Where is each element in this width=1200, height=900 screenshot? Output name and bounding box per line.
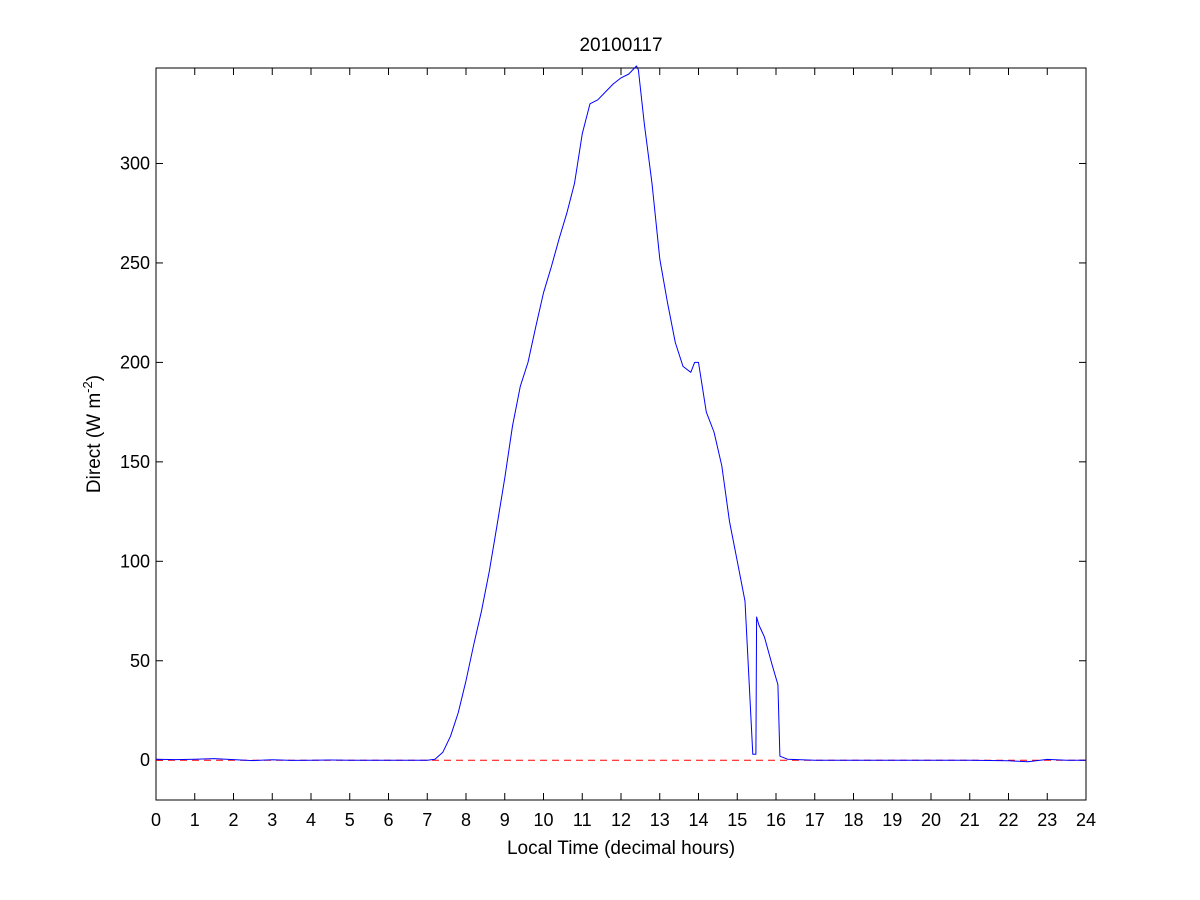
x-axis-title: Local Time (decimal hours) [507,838,735,859]
x-tick-label: 12 [611,810,631,830]
x-tick-label: 2 [228,810,238,830]
x-tick-label: 1 [190,810,200,830]
x-tick-label: 10 [533,810,553,830]
x-tick-label: 14 [688,810,708,830]
x-tick-label: 16 [766,810,786,830]
series-group [155,65,1086,763]
y-axis-title-main: Direct (W m [84,393,105,493]
y-tick-label: 300 [120,153,150,173]
x-tick-label: 18 [843,810,863,830]
y-tick-label: 200 [120,352,150,372]
series-line [155,65,1086,763]
x-tick-label: 22 [998,810,1018,830]
x-tick-label: 24 [1076,810,1096,830]
x-tick-label: 11 [573,810,592,830]
chart-title: 20100117 [579,35,662,56]
y-tick-label: 0 [140,750,150,770]
y-tick-labels: 0 50 100 150 200 250 300 [120,153,150,770]
x-tick-label: 5 [345,810,355,830]
x-tick-label: 9 [500,810,510,830]
y-axis-title: Direct (W m-2) [80,375,105,493]
x-tick-label: 7 [422,810,432,830]
x-tick-label: 20 [921,810,941,830]
x-tick-label: 21 [960,810,980,830]
y-axis-title-sup: -2 [80,381,95,393]
x-tick-label: 6 [383,810,393,830]
y-tick-label: 150 [120,452,150,472]
x-tick-label: 13 [650,810,670,830]
x-tick-label: 15 [727,810,747,830]
x-tick-label: 17 [805,810,825,830]
axis-ticks [155,68,1087,800]
x-tick-label: 8 [461,810,471,830]
x-tick-label: 19 [882,810,902,830]
y-axis-title-close: ) [84,375,105,381]
x-tick-label: 0 [151,810,161,830]
y-tick-label: 100 [120,551,150,571]
y-tick-label: 250 [120,253,150,273]
x-tick-labels: 0 1 2 3 4 5 6 7 8 9 10 11 12 13 14 15 16 17 18 19 20 21 22 23 24 [151,810,1096,830]
x-tick-label: 3 [267,810,277,830]
y-tick-label: 50 [130,651,150,671]
plot-area [155,67,1087,801]
x-tick-label: 4 [306,810,316,830]
x-tick-label: 23 [1037,810,1057,830]
